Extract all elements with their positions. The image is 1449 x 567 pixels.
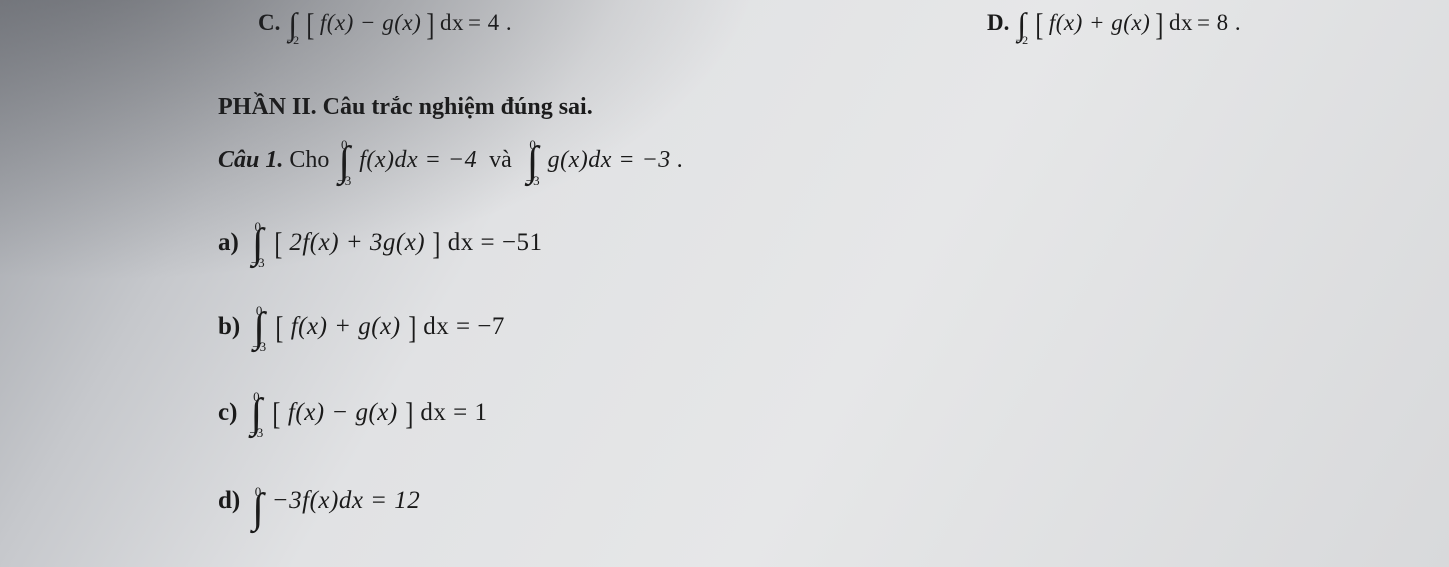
integral-icon: ∫ −2 xyxy=(1015,4,1028,46)
option-d: D. ∫ −2 [ f(x) + g(x) ] dx = 8 . xyxy=(987,2,1241,44)
option-c-value: = 4 . xyxy=(468,10,512,36)
left-bracket: [ xyxy=(306,6,314,43)
statement-d: d) 0 ∫ −3f(x)dx = 12 xyxy=(218,483,420,519)
option-d-value: = 8 . xyxy=(1197,10,1241,36)
statement-c-body: f(x) − g(x) xyxy=(288,399,398,427)
integral-icon: ∫ −2 xyxy=(286,4,299,46)
statement-d-body: −3f(x)dx = 12 xyxy=(272,487,421,515)
statement-c: c) 0 ∫ −3 [ f(x) − g(x) ] dx = 1 xyxy=(218,388,488,437)
right-bracket: ] xyxy=(432,225,440,262)
integral-icon: 0 ∫ −3 xyxy=(252,304,266,353)
right-bracket: ] xyxy=(427,6,435,43)
statement-b: b) 0 ∫ −3 [ f(x) + g(x) ] dx = −7 xyxy=(218,302,505,351)
option-c-expr: f(x) − g(x) xyxy=(320,10,421,36)
right-bracket: ] xyxy=(1156,6,1164,43)
integral-icon: 0 ∫ −3 xyxy=(526,138,540,187)
and-word: và xyxy=(489,147,512,174)
left-bracket: [ xyxy=(273,395,281,432)
item-label: b) xyxy=(218,313,240,341)
statement-a: a) 0 ∫ −3 [ 2f(x) + 3g(x) ] dx = −51 xyxy=(218,218,543,267)
statement-c-tail: dx = 1 xyxy=(420,399,487,427)
section-title: PHẦN II. Câu trắc nghiệm đúng sai. xyxy=(218,94,593,121)
item-label: a) xyxy=(218,229,239,257)
option-d-expr: f(x) + g(x) xyxy=(1049,10,1150,36)
question-1-statement: Câu 1. Cho 0 ∫ −3 f(x)dx = −4 và 0 ∫ −3 … xyxy=(218,136,684,185)
dx: dx xyxy=(440,10,464,36)
option-d-label: D. xyxy=(987,10,1009,36)
left-bracket: [ xyxy=(275,309,283,346)
integral-icon: 0 ∫ −3 xyxy=(249,390,263,439)
statement-a-tail: dx = −51 xyxy=(448,229,543,257)
statement-b-body: f(x) + g(x) xyxy=(291,313,401,341)
item-label: d) xyxy=(218,487,240,515)
dx: dx xyxy=(1169,10,1193,36)
statement-a-body: 2f(x) + 3g(x) xyxy=(289,229,425,257)
given-integral-2: g(x)dx = −3 . xyxy=(548,147,684,174)
integral-icon: 0 ∫ −3 xyxy=(337,138,351,187)
statement-b-tail: dx = −7 xyxy=(423,313,505,341)
option-c-label: C. xyxy=(258,10,280,36)
integral-icon: 0 ∫ −3 xyxy=(251,220,265,269)
exam-page: C. ∫ −2 [ f(x) − g(x) ] dx = 4 . D. ∫ −2… xyxy=(0,0,1449,567)
left-bracket: [ xyxy=(274,225,282,262)
integral-icon: 0 ∫ xyxy=(252,485,264,521)
left-bracket: [ xyxy=(1035,6,1043,43)
item-label: c) xyxy=(218,399,237,427)
lead-word: Cho xyxy=(289,147,329,174)
given-integral-1: f(x)dx = −4 xyxy=(359,147,477,174)
right-bracket: ] xyxy=(405,395,413,432)
question-number: Câu 1. xyxy=(218,147,283,174)
option-c: C. ∫ −2 [ f(x) − g(x) ] dx = 4 . xyxy=(258,2,512,44)
right-bracket: ] xyxy=(408,309,416,346)
